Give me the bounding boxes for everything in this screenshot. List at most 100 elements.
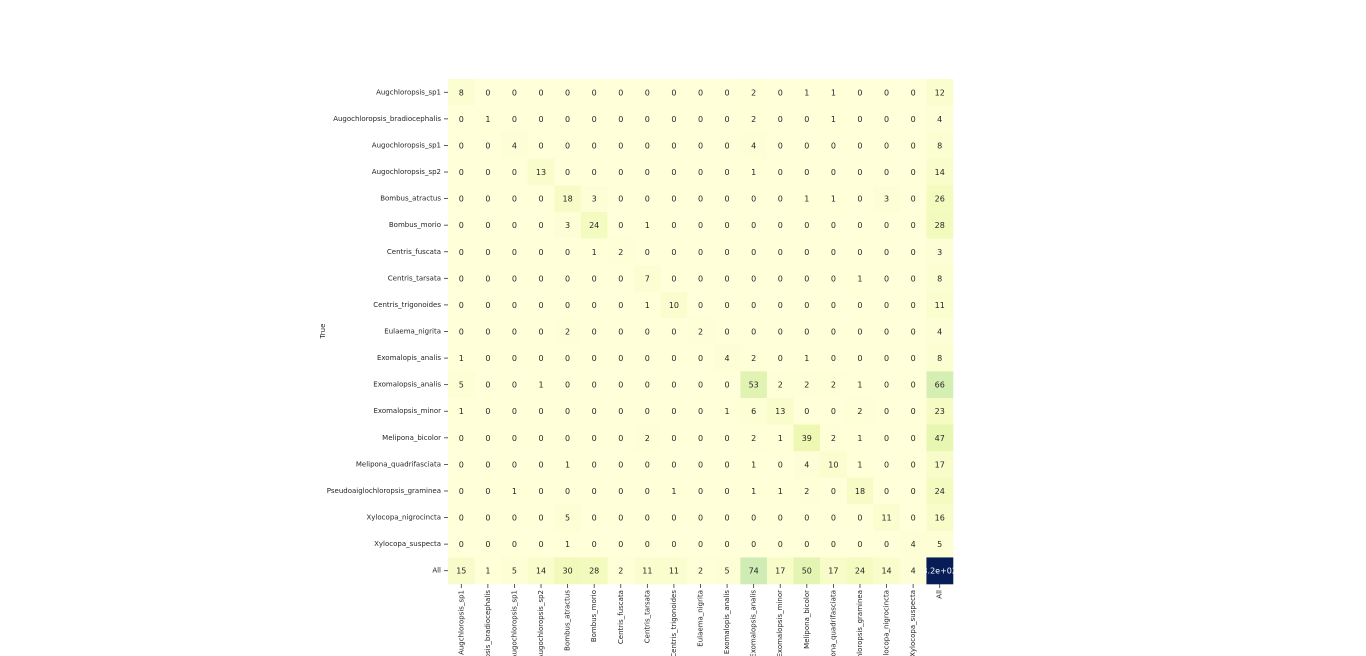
cell-label: 0 xyxy=(538,115,543,124)
cell xyxy=(580,185,608,213)
cell xyxy=(899,477,927,505)
cell xyxy=(554,185,582,213)
cell-label: 0 xyxy=(485,168,490,177)
cell-label: 0 xyxy=(565,301,570,310)
cell xyxy=(527,344,555,372)
cell xyxy=(607,344,635,372)
cell xyxy=(899,424,927,452)
cell xyxy=(474,265,502,292)
cell xyxy=(634,291,661,319)
cell xyxy=(740,291,768,319)
cell xyxy=(899,132,927,160)
cell xyxy=(846,105,874,133)
cell xyxy=(687,265,715,292)
cell-label: 0 xyxy=(512,301,517,310)
cell-label: 0 xyxy=(671,168,676,177)
cell xyxy=(899,504,927,532)
cell xyxy=(448,211,475,239)
cell-label: 28 xyxy=(935,221,945,230)
cell-label: 2 xyxy=(857,407,862,416)
x-tick-label: Bombus_atractus xyxy=(564,590,572,651)
cell xyxy=(660,504,688,532)
cell-label: 0 xyxy=(857,514,862,523)
cell-label: 0 xyxy=(725,460,730,469)
cell-label: 0 xyxy=(698,381,703,390)
cell-label: 23 xyxy=(935,407,945,416)
cell-label: 0 xyxy=(618,328,623,337)
cell-label: 2 xyxy=(698,328,703,337)
y-tick-label: Exomalopis_analis xyxy=(377,354,441,362)
cell xyxy=(687,504,715,532)
cell xyxy=(634,504,661,532)
cell-label: 28 xyxy=(589,567,599,576)
cell-label: 0 xyxy=(725,221,730,230)
cell-label: 0 xyxy=(618,221,623,230)
cell-label: 0 xyxy=(618,540,623,549)
cell xyxy=(873,238,901,266)
cell xyxy=(554,451,582,478)
cell xyxy=(474,397,502,425)
cell-label: 0 xyxy=(512,381,517,390)
cell-label: 0 xyxy=(459,540,464,549)
cell xyxy=(474,557,502,585)
cell xyxy=(607,158,635,186)
cell-label: 2 xyxy=(618,248,623,257)
cell xyxy=(501,185,529,213)
cell-label: 0 xyxy=(645,88,650,97)
cell-label: 0 xyxy=(485,248,490,257)
cell-label: 0 xyxy=(857,195,862,204)
cell-label: 0 xyxy=(671,195,676,204)
cell-label: 0 xyxy=(485,141,490,150)
x-tick-label: Centris_tarsata xyxy=(643,590,651,643)
cell xyxy=(527,371,555,399)
cell xyxy=(554,477,582,505)
cell xyxy=(766,557,794,585)
cell-label: 0 xyxy=(884,328,889,337)
cell-label: 0 xyxy=(592,407,597,416)
cell xyxy=(580,344,608,372)
cell-label: 0 xyxy=(538,328,543,337)
cell xyxy=(448,451,475,478)
cell xyxy=(899,238,927,266)
cell xyxy=(873,132,901,160)
cell-label: 1 xyxy=(831,115,836,124)
cell-label: 0 xyxy=(751,274,756,283)
cell xyxy=(607,185,635,213)
cell xyxy=(527,291,555,319)
cell xyxy=(554,371,582,399)
cell-label: 1 xyxy=(645,301,650,310)
cell xyxy=(793,238,821,266)
cell-label: 4 xyxy=(937,115,942,124)
cell-label: 0 xyxy=(884,221,889,230)
cell-label: 0 xyxy=(698,115,703,124)
cell-label: 1 xyxy=(857,460,862,469)
cell-label: 0 xyxy=(778,540,783,549)
cell xyxy=(607,105,635,133)
cell-label: 0 xyxy=(618,115,623,124)
cell xyxy=(740,530,768,558)
cell xyxy=(766,530,794,558)
cell-label: 0 xyxy=(698,248,703,257)
cell xyxy=(793,477,821,505)
cell xyxy=(740,238,768,266)
cell-label: 1 xyxy=(778,487,783,496)
cell xyxy=(926,530,954,558)
cell-label: 0 xyxy=(857,301,862,310)
cell xyxy=(713,397,741,425)
cell xyxy=(687,211,715,239)
cell-label: 0 xyxy=(592,274,597,283)
cell-label: 0 xyxy=(884,141,889,150)
cell-label: 0 xyxy=(698,88,703,97)
cell xyxy=(820,318,847,346)
cell-label: 0 xyxy=(618,487,623,496)
cell xyxy=(527,451,555,478)
cell xyxy=(926,105,954,133)
cell-label: 0 xyxy=(857,168,862,177)
cell xyxy=(580,397,608,425)
cell xyxy=(554,504,582,532)
cell-label: 0 xyxy=(831,487,836,496)
cell xyxy=(740,211,768,239)
cell xyxy=(501,371,529,399)
cell-label: 0 xyxy=(698,434,703,443)
cell xyxy=(713,158,741,186)
